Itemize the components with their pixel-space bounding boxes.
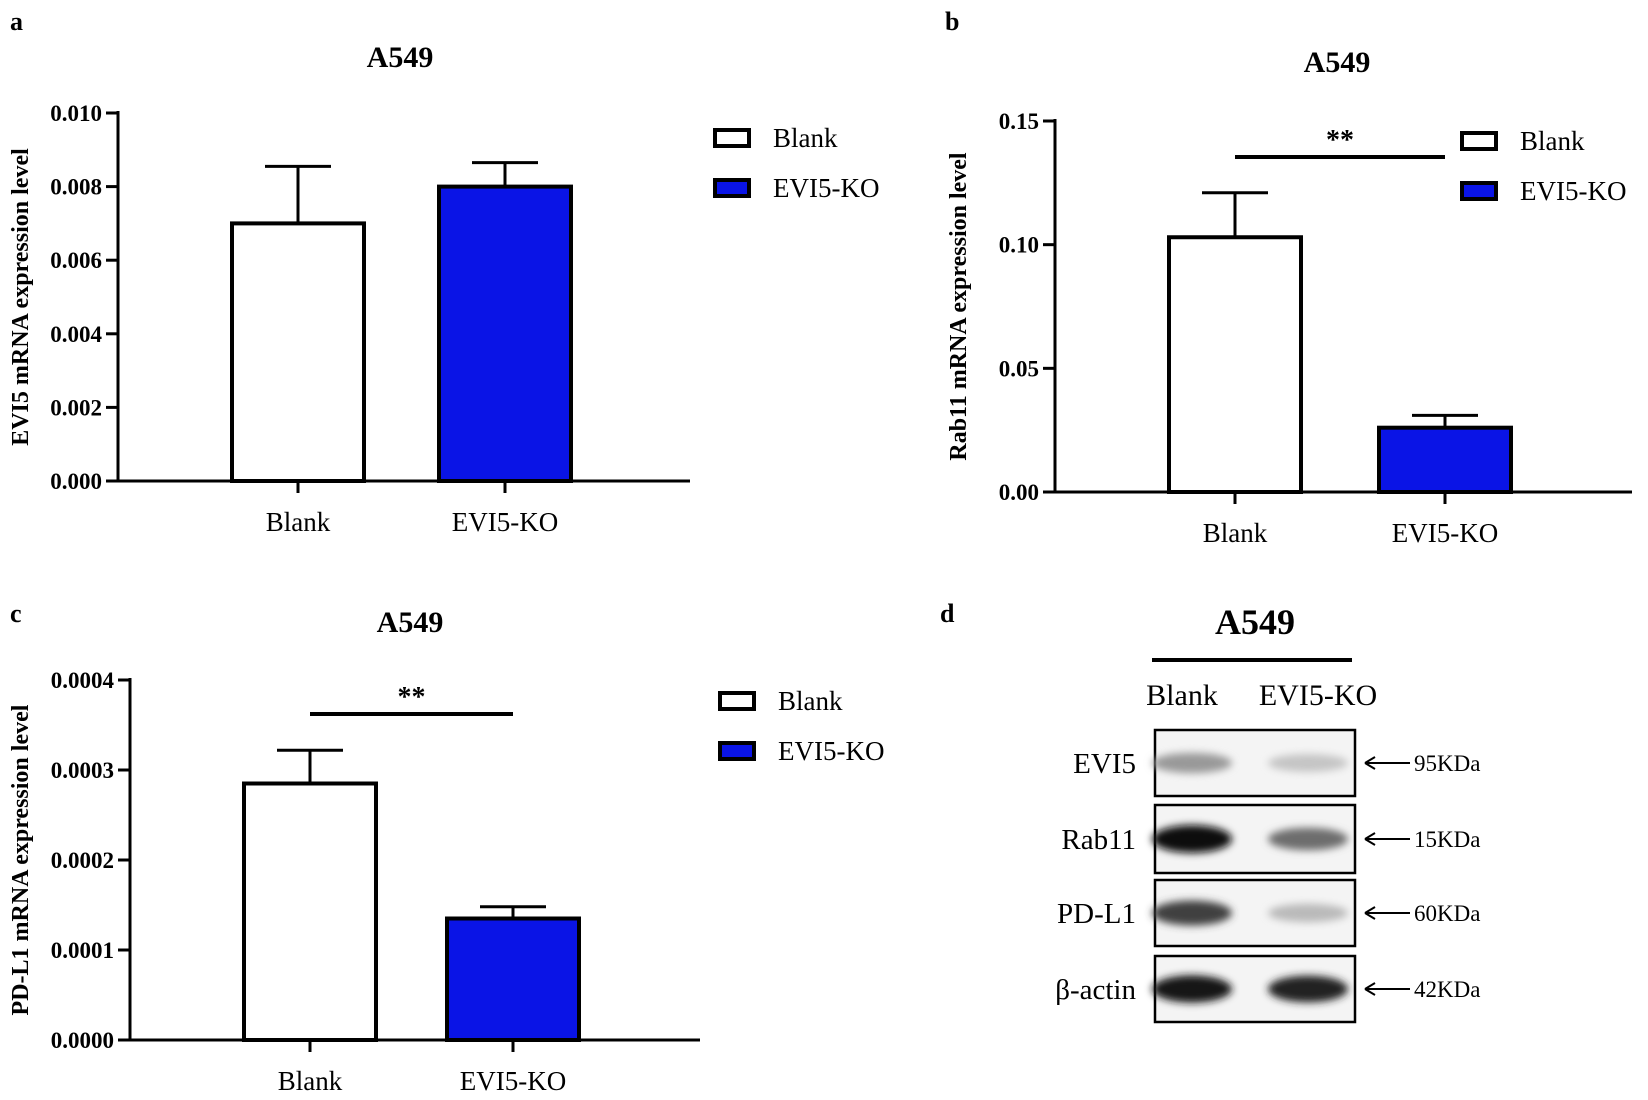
- y-tick-label: 0.008: [50, 175, 102, 200]
- legend-swatch: [713, 178, 751, 198]
- y-tick-label: 0.05: [999, 356, 1039, 381]
- x-tick-label: Blank: [266, 507, 331, 537]
- y-tick-label: 0.0004: [51, 668, 115, 693]
- arrow-head: [1364, 756, 1376, 770]
- chart-title: A549: [377, 606, 444, 639]
- bar: [1167, 235, 1303, 494]
- blot-band: [1152, 975, 1232, 1003]
- molecular-weight-label: 95KDa: [1414, 751, 1480, 776]
- legend-label: EVI5-KO: [778, 736, 884, 766]
- y-tick-label: 0.0001: [51, 938, 114, 963]
- bar: [1377, 425, 1513, 494]
- x-tick-label: Blank: [278, 1066, 343, 1096]
- blot-band: [1268, 827, 1348, 851]
- protein-label: PD-L1: [1057, 898, 1136, 930]
- blot-band: [1268, 754, 1348, 772]
- y-tick-label: 0.000: [50, 469, 102, 494]
- y-axis-label: EVI5 mRNA expression level: [8, 148, 34, 446]
- y-tick-label: 0.006: [50, 248, 102, 273]
- legend-label: EVI5-KO: [773, 173, 879, 203]
- legend-label: Blank: [773, 123, 838, 153]
- panel-c: c A549 0.0000 0.0001 0.0002 0.0003 0.0004 PD-…: [8, 599, 884, 1096]
- legend-label: EVI5-KO: [1520, 176, 1626, 206]
- panel-letter: b: [945, 7, 959, 36]
- blot-band: [1268, 975, 1348, 1003]
- y-tick-label: 0.15: [999, 109, 1039, 134]
- molecular-weight-label: 15KDa: [1414, 827, 1480, 852]
- y-tick-label: 0.00: [999, 480, 1039, 505]
- y-tick-label: 0.0002: [51, 848, 114, 873]
- legend-swatch: [1460, 181, 1498, 201]
- y-tick-label: 0.002: [50, 395, 102, 420]
- panel-b: b A549 0.00 0.05 0.10 0.15 Rab11 mRNA expres…: [945, 7, 1632, 548]
- y-tick-label: 0.0000: [51, 1028, 114, 1053]
- y-tick-label: 0.004: [50, 322, 102, 347]
- bar: [230, 221, 366, 483]
- chart-title: A549: [1304, 46, 1371, 79]
- panel-letter: a: [10, 7, 23, 36]
- blot-band: [1152, 752, 1232, 774]
- protein-label: EVI5: [1073, 748, 1136, 780]
- bar: [242, 781, 378, 1042]
- bar: [445, 916, 581, 1042]
- blot-title: A549: [1215, 602, 1295, 642]
- chart-title: A549: [367, 41, 434, 74]
- significance-label: **: [398, 682, 426, 713]
- legend-swatch: [1460, 131, 1498, 151]
- blot-band: [1152, 900, 1232, 926]
- x-tick-label: EVI5-KO: [452, 507, 558, 537]
- molecular-weight-label: 42KDa: [1414, 977, 1480, 1002]
- significance-label: **: [1326, 125, 1354, 156]
- blot-band: [1268, 903, 1348, 923]
- panel-letter: c: [10, 599, 22, 628]
- legend-label: Blank: [1520, 126, 1585, 156]
- lane-label: Blank: [1146, 679, 1218, 712]
- protein-label: Rab11: [1061, 824, 1136, 856]
- bar: [437, 184, 573, 483]
- panel-letter: d: [940, 599, 955, 628]
- protein-label: β-actin: [1055, 974, 1136, 1006]
- y-tick-label: 0.10: [999, 233, 1039, 258]
- x-tick-label: EVI5-KO: [1392, 518, 1498, 548]
- y-axis-label: PD-L1 mRNA expression level: [8, 704, 34, 1015]
- arrow-head: [1364, 906, 1376, 920]
- lane-label: EVI5-KO: [1259, 679, 1377, 712]
- legend-swatch: [713, 128, 751, 148]
- legend-swatch: [718, 691, 756, 711]
- legend-swatch: [718, 741, 756, 761]
- y-tick-label: 0.0003: [51, 758, 114, 783]
- molecular-weight-label: 60KDa: [1414, 901, 1480, 926]
- panel-d: d A549 Blank EVI5-KO EVI5 95KDa Rab11 15KDa PD…: [940, 599, 1480, 1024]
- panel-a: a A549 0.000 0.002 0.004 0.006 0.008 0.010 EVI…: [8, 7, 879, 537]
- arrow-head: [1364, 832, 1376, 846]
- blot-band: [1152, 825, 1232, 853]
- y-tick-label: 0.010: [50, 101, 102, 126]
- x-tick-label: EVI5-KO: [460, 1066, 566, 1096]
- y-axis-label: Rab11 mRNA expression level: [946, 152, 972, 461]
- legend-label: Blank: [778, 686, 843, 716]
- arrow-head: [1364, 982, 1376, 996]
- x-tick-label: Blank: [1203, 518, 1268, 548]
